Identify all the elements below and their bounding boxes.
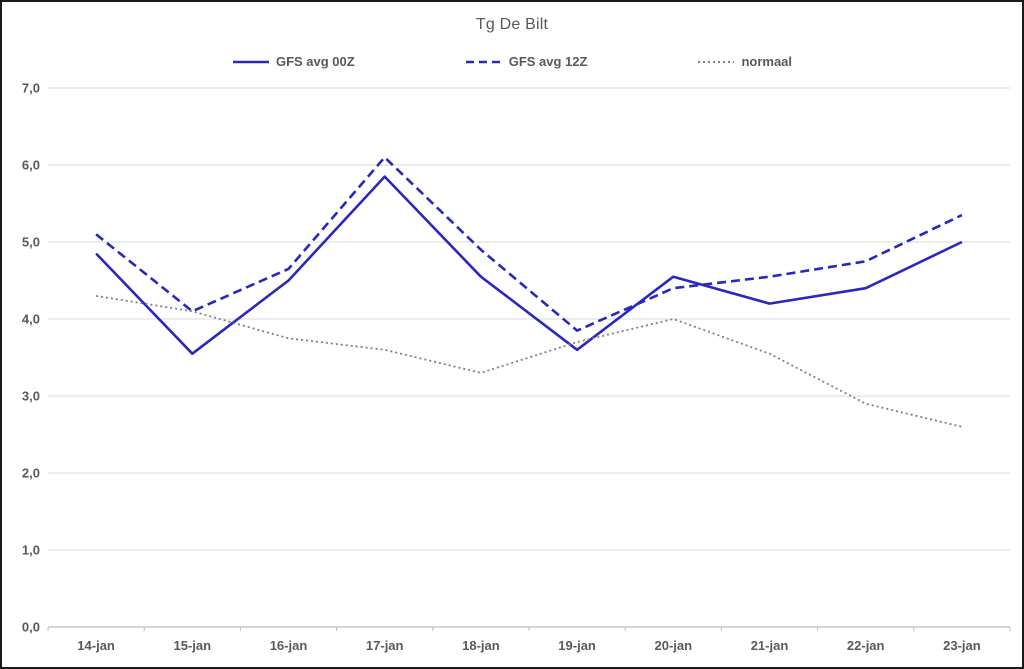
y-axis-label: 7,0 (22, 81, 40, 96)
x-axis-label: 17-jan (366, 638, 404, 653)
y-axis-label: 2,0 (22, 466, 40, 481)
y-axis-label: 1,0 (22, 543, 40, 558)
x-axis-label: 15-jan (174, 638, 212, 653)
y-axis-label: 5,0 (22, 235, 40, 250)
y-axis-label: 0,0 (22, 620, 40, 635)
legend-item-normaal[interactable]: normaal (697, 54, 792, 69)
series-line-gfs-avg-12z (95, 156, 963, 332)
legend-label: normaal (741, 54, 793, 69)
legend-label: GFS avg 00Z (275, 54, 355, 69)
solid-line-swatch-icon (232, 60, 269, 63)
series-line-normaal (95, 295, 963, 428)
dashed-line-swatch-icon (465, 60, 502, 63)
x-axis-label: 20-jan (655, 638, 693, 653)
x-axis-label: 14-jan (77, 638, 115, 653)
y-axis-label: 6,0 (22, 158, 40, 173)
x-axis-label: 21-jan (751, 638, 789, 653)
y-axis-label: 3,0 (22, 389, 40, 404)
x-axis-label: 22-jan (847, 638, 885, 653)
x-axis-label: 16-jan (270, 638, 308, 653)
x-axis-label: 18-jan (462, 638, 500, 653)
chart-title: Tg De Bilt (475, 16, 549, 33)
x-axis-label: 23-jan (943, 638, 981, 653)
x-axis-label: 19-jan (558, 638, 596, 653)
y-axis-label: 4,0 (22, 312, 40, 327)
legend: GFS avg 00Z GFS avg 12Z normaal (2, 54, 1022, 69)
legend-item-gfs-avg-00z[interactable]: GFS avg 00Z (232, 54, 355, 69)
dotted-line-swatch-icon (698, 60, 735, 63)
legend-item-gfs-avg-12z[interactable]: GFS avg 12Z (465, 54, 588, 69)
series-line-gfs-avg-00z (95, 175, 963, 356)
legend-label: GFS avg 12Z (508, 54, 588, 69)
